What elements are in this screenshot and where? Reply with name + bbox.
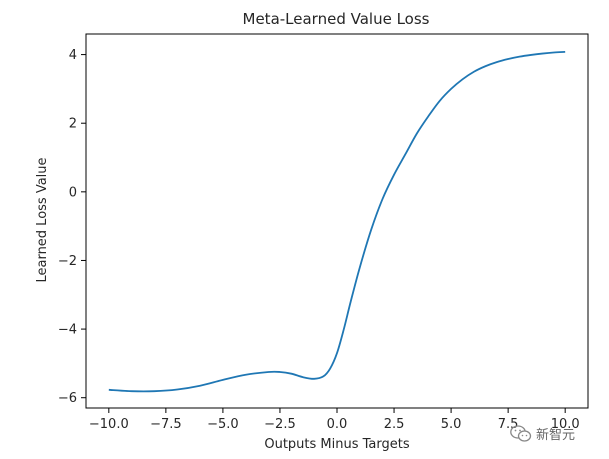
y-tick-label: 4 <box>69 48 77 63</box>
x-tick-label: 7.5 <box>498 417 519 432</box>
y-tick-label: −4 <box>58 323 77 338</box>
y-tick-label: −6 <box>58 391 77 406</box>
x-tick-label: −7.5 <box>150 417 182 432</box>
x-tick-label: −10.0 <box>89 417 129 432</box>
x-axis-label: Outputs Minus Targets <box>264 437 409 452</box>
x-tick-label: −5.0 <box>207 417 239 432</box>
watermark: 新智元 <box>510 424 575 443</box>
x-tick-label: 0.0 <box>327 417 348 432</box>
x-tick-label: 10.0 <box>551 417 580 432</box>
y-axis: −6 −4 −2 0 2 4 <box>58 48 86 406</box>
x-tick-label: 2.5 <box>384 417 405 432</box>
series-line-0 <box>108 50 566 393</box>
wechat-icon <box>510 424 532 442</box>
y-tick-label: 2 <box>69 117 77 132</box>
x-tick-label: 5.0 <box>441 417 462 432</box>
x-axis: −10.0 −7.5 −5.0 −2.5 0.0 2.5 5.0 7.5 10.0 <box>89 408 580 432</box>
y-axis-label: Learned Loss Value <box>35 157 50 282</box>
chart-title: Meta-Learned Value Loss <box>243 10 430 28</box>
x-tick-label: −2.5 <box>264 417 296 432</box>
y-tick-label: 0 <box>69 185 77 200</box>
plot-area <box>108 50 566 393</box>
y-tick-label: −2 <box>58 254 77 269</box>
watermark-text: 新智元 <box>536 428 576 443</box>
